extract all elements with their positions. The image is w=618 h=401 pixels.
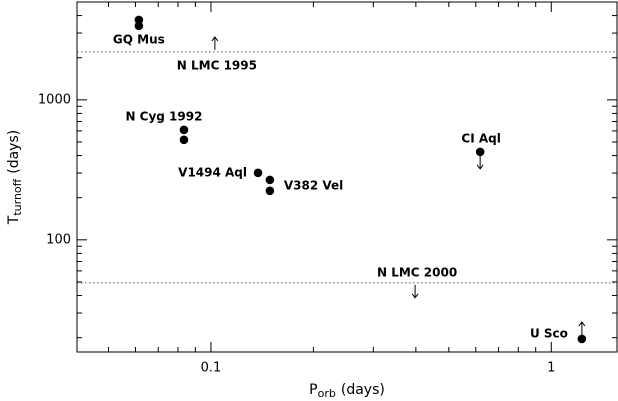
y-tick-label: 1000 (38, 92, 71, 107)
x-tick-label: 1 (547, 361, 555, 376)
x-label-unit: (days) (341, 382, 385, 398)
x-axis-label: Porb (days) (309, 382, 385, 400)
limit-arrow (578, 321, 586, 335)
point-label: V1494 Aql (178, 165, 247, 179)
y-label-symbol: T (6, 215, 22, 225)
reference-label: N LMC 2000 (377, 265, 457, 279)
reference-arrow (411, 284, 419, 299)
x-tick-label: 0.1 (201, 361, 222, 376)
data-point (179, 125, 189, 135)
data-point (253, 168, 263, 178)
reference-label: N LMC 1995 (177, 58, 257, 72)
x-label-symbol: P (309, 382, 317, 398)
point-label: GQ Mus (113, 32, 165, 46)
data-point (134, 15, 144, 25)
plot-frame (76, 1, 618, 353)
y-label-subscript: turnoff (11, 178, 24, 215)
reference-arrow (211, 36, 219, 50)
point-label: N Cyg 1992 (125, 109, 202, 123)
x-label-subscript: orb (318, 387, 336, 400)
y-label-unit: (days) (6, 130, 22, 174)
y-axis-label: Tturnoff (days) (6, 130, 24, 225)
data-point (134, 21, 144, 31)
data-point (179, 135, 189, 145)
data-point (265, 186, 275, 196)
point-label: V382 Vel (284, 178, 343, 192)
data-point (265, 175, 275, 185)
y-tick-label: 100 (46, 232, 71, 247)
point-label: CI Aql (461, 131, 500, 145)
point-label: U Sco (530, 326, 568, 340)
data-point (475, 147, 485, 157)
data-point (577, 334, 587, 344)
limit-arrow (476, 155, 484, 170)
